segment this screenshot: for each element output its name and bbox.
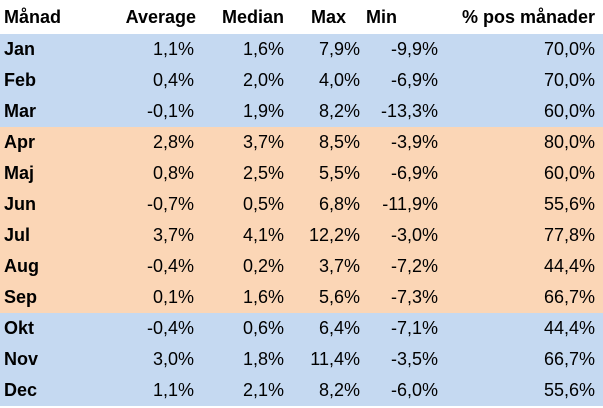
- median-cell: 2,1%: [200, 375, 290, 406]
- header-max: Max: [290, 0, 362, 34]
- min-cell: -7,3%: [362, 282, 442, 313]
- positive-months-cell: 66,7%: [442, 344, 603, 375]
- table-row: Dec 1,1% 2,1% 8,2% -6,0% 55,6%: [0, 375, 603, 406]
- min-cell: -7,2%: [362, 251, 442, 282]
- average-cell: -0,4%: [92, 313, 200, 344]
- table-body: Jan 1,1% 1,6% 7,9% -9,9% 70,0% Feb 0,4% 2,0% 4,0%…: [0, 34, 603, 406]
- table-row: Mar -0,1% 1,9% 8,2% -13,3% 60,0%: [0, 96, 603, 127]
- average-cell: -0,7%: [92, 189, 200, 220]
- max-cell: 5,5%: [290, 158, 362, 189]
- max-cell: 3,7%: [290, 251, 362, 282]
- table-row: Feb 0,4% 2,0% 4,0% -6,9% 70,0%: [0, 65, 603, 96]
- median-cell: 1,6%: [200, 282, 290, 313]
- median-cell: 1,8%: [200, 344, 290, 375]
- average-cell: 3,7%: [92, 220, 200, 251]
- average-cell: 0,8%: [92, 158, 200, 189]
- average-cell: 1,1%: [92, 375, 200, 406]
- header-average: Average: [92, 0, 200, 34]
- table-row: Maj 0,8% 2,5% 5,5% -6,9% 60,0%: [0, 158, 603, 189]
- positive-months-cell: 70,0%: [442, 34, 603, 65]
- min-cell: -13,3%: [362, 96, 442, 127]
- max-cell: 5,6%: [290, 282, 362, 313]
- month-cell: Jan: [0, 34, 92, 65]
- positive-months-cell: 66,7%: [442, 282, 603, 313]
- max-cell: 8,5%: [290, 127, 362, 158]
- min-cell: -6,9%: [362, 158, 442, 189]
- header-month: Månad: [0, 0, 92, 34]
- month-cell: Nov: [0, 344, 92, 375]
- month-cell: Dec: [0, 375, 92, 406]
- average-cell: 0,1%: [92, 282, 200, 313]
- table-row: Jan 1,1% 1,6% 7,9% -9,9% 70,0%: [0, 34, 603, 65]
- header-row: Månad Average Median Max Min % pos månad…: [0, 0, 603, 34]
- positive-months-cell: 60,0%: [442, 96, 603, 127]
- min-cell: -3,9%: [362, 127, 442, 158]
- max-cell: 6,8%: [290, 189, 362, 220]
- median-cell: 1,6%: [200, 34, 290, 65]
- month-cell: Feb: [0, 65, 92, 96]
- positive-months-cell: 70,0%: [442, 65, 603, 96]
- positive-months-cell: 55,6%: [442, 375, 603, 406]
- table-row: Aug -0,4% 0,2% 3,7% -7,2% 44,4%: [0, 251, 603, 282]
- median-cell: 0,2%: [200, 251, 290, 282]
- median-cell: 0,6%: [200, 313, 290, 344]
- max-cell: 8,2%: [290, 375, 362, 406]
- average-cell: 3,0%: [92, 344, 200, 375]
- positive-months-cell: 44,4%: [442, 251, 603, 282]
- month-cell: Okt: [0, 313, 92, 344]
- positive-months-cell: 44,4%: [442, 313, 603, 344]
- month-cell: Sep: [0, 282, 92, 313]
- min-cell: -7,1%: [362, 313, 442, 344]
- median-cell: 0,5%: [200, 189, 290, 220]
- positive-months-cell: 80,0%: [442, 127, 603, 158]
- average-cell: -0,4%: [92, 251, 200, 282]
- positive-months-cell: 55,6%: [442, 189, 603, 220]
- min-cell: -6,9%: [362, 65, 442, 96]
- positive-months-cell: 60,0%: [442, 158, 603, 189]
- table-row: Sep 0,1% 1,6% 5,6% -7,3% 66,7%: [0, 282, 603, 313]
- max-cell: 7,9%: [290, 34, 362, 65]
- month-cell: Jun: [0, 189, 92, 220]
- min-cell: -3,5%: [362, 344, 442, 375]
- average-cell: 0,4%: [92, 65, 200, 96]
- table-row: Jul 3,7% 4,1% 12,2% -3,0% 77,8%: [0, 220, 603, 251]
- header-positive-months: % pos månader: [442, 0, 603, 34]
- average-cell: 2,8%: [92, 127, 200, 158]
- positive-months-cell: 77,8%: [442, 220, 603, 251]
- table-row: Okt -0,4% 0,6% 6,4% -7,1% 44,4%: [0, 313, 603, 344]
- min-cell: -11,9%: [362, 189, 442, 220]
- max-cell: 6,4%: [290, 313, 362, 344]
- median-cell: 3,7%: [200, 127, 290, 158]
- table-row: Apr 2,8% 3,7% 8,5% -3,9% 80,0%: [0, 127, 603, 158]
- month-cell: Mar: [0, 96, 92, 127]
- header-median: Median: [200, 0, 290, 34]
- median-cell: 2,5%: [200, 158, 290, 189]
- month-cell: Apr: [0, 127, 92, 158]
- month-cell: Maj: [0, 158, 92, 189]
- average-cell: -0,1%: [92, 96, 200, 127]
- min-cell: -9,9%: [362, 34, 442, 65]
- table-row: Nov 3,0% 1,8% 11,4% -3,5% 66,7%: [0, 344, 603, 375]
- max-cell: 12,2%: [290, 220, 362, 251]
- median-cell: 1,9%: [200, 96, 290, 127]
- header-min: Min: [362, 0, 442, 34]
- month-cell: Aug: [0, 251, 92, 282]
- max-cell: 8,2%: [290, 96, 362, 127]
- max-cell: 11,4%: [290, 344, 362, 375]
- table-row: Jun -0,7% 0,5% 6,8% -11,9% 55,6%: [0, 189, 603, 220]
- average-cell: 1,1%: [92, 34, 200, 65]
- min-cell: -6,0%: [362, 375, 442, 406]
- min-cell: -3,0%: [362, 220, 442, 251]
- median-cell: 4,1%: [200, 220, 290, 251]
- max-cell: 4,0%: [290, 65, 362, 96]
- median-cell: 2,0%: [200, 65, 290, 96]
- month-cell: Jul: [0, 220, 92, 251]
